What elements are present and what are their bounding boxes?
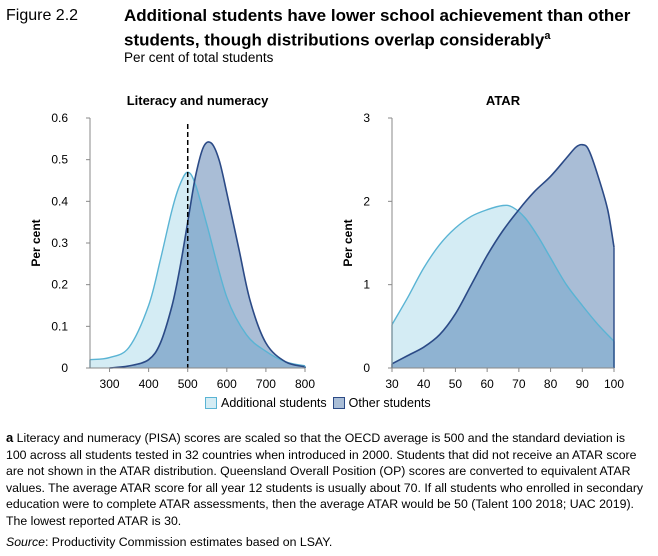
x-tick-label: 60 (480, 377, 494, 391)
charts-canvas: Literacy and numeracy Per cent 0 0.1 0.2 0.3 0… (29, 93, 624, 391)
chart-literacy-numeracy: Literacy and numeracy Per cent 0 0.1 0.2 0.3 0… (29, 93, 315, 391)
chart-title: Literacy and numeracy (127, 93, 269, 108)
footnote-text: Literacy and numeracy (PISA) scores are … (6, 431, 644, 528)
y-axis-label: Per cent (341, 219, 355, 266)
x-tick-label: 500 (178, 377, 198, 391)
x-tick-label: 80 (544, 377, 558, 391)
x-tick-label: 40 (417, 377, 431, 391)
legend-label-other: Other students (348, 396, 431, 410)
x-tick-label: 30 (385, 377, 399, 391)
source-text: : Productivity Commission estimates base… (44, 535, 333, 549)
series-other-line (391, 143, 615, 365)
x-tick-label: 50 (449, 377, 463, 391)
y-axis-label: Per cent (29, 219, 43, 266)
x-tick-label: 400 (139, 377, 159, 391)
y-tick-label: 0.2 (51, 278, 68, 292)
y-tick-label: 0.4 (51, 194, 68, 208)
source-note: Source: Productivity Commission estimate… (6, 535, 332, 549)
x-tick-label: 600 (217, 377, 237, 391)
legend-swatch-other (332, 397, 345, 409)
chart-atar: ATAR Per cent 0 1 2 3 30 40 50 60 70 80 90 100 (341, 93, 624, 391)
x-tick-label: 800 (295, 377, 315, 391)
series-overlap-area (109, 172, 305, 368)
x-tick-label: 90 (576, 377, 590, 391)
y-tick-label: 0.5 (51, 153, 68, 167)
x-tick-label: 70 (512, 377, 526, 391)
footnote-marker: a (6, 430, 14, 445)
y-tick-label: 0 (363, 361, 370, 375)
source-label: Source (6, 535, 45, 549)
y-tick-label: 0.6 (51, 111, 68, 125)
legend-item-additional: Additional students (205, 396, 327, 410)
legend-swatch-additional (205, 397, 217, 409)
series-additional-line (391, 204, 615, 342)
figure-label: Figure 2.2 (6, 7, 79, 24)
y-tick-label: 0 (61, 361, 68, 375)
legend-item-other: Other students (332, 396, 431, 410)
figure-title-text: Additional students have lower school ac… (124, 6, 631, 50)
y-tick-label: 1 (363, 278, 370, 292)
chart-title: ATAR (486, 93, 521, 108)
title-footnote-marker: a (544, 30, 551, 42)
legend: Additional students Other students (205, 396, 437, 410)
x-tick-label: 100 (604, 377, 624, 391)
y-tick-label: 0.1 (51, 319, 68, 333)
figure-subtitle: Per cent of total students (124, 50, 274, 65)
footnote: a Literacy and numeracy (PISA) scores ar… (6, 430, 646, 530)
series-other-line (109, 141, 306, 369)
y-tick-label: 2 (363, 194, 370, 208)
x-tick-label: 300 (100, 377, 120, 391)
series-overlap-area (392, 205, 614, 368)
x-tick-label: 700 (256, 377, 276, 391)
figure-title: Additional students have lower school ac… (124, 5, 644, 51)
y-tick-label: 0.3 (51, 236, 68, 250)
y-tick-label: 3 (363, 111, 370, 125)
legend-label-additional: Additional students (221, 396, 327, 410)
